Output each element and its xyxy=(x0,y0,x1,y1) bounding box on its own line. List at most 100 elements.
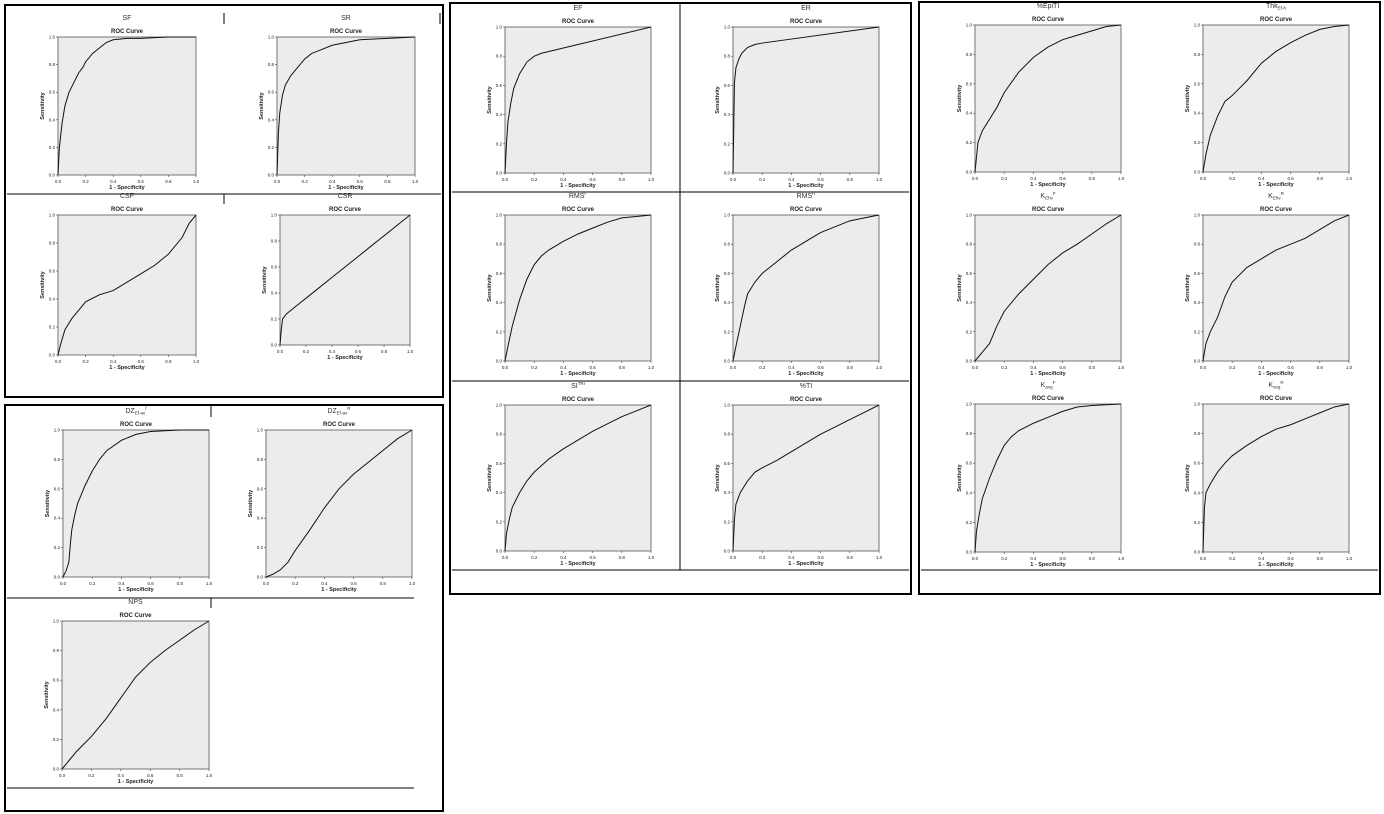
y-tick-label: 0.2 xyxy=(1194,520,1201,525)
y-tick-label: 0.2 xyxy=(1194,140,1201,145)
x-tick-label: 0.2 xyxy=(88,773,95,778)
y-tick-label: 0.0 xyxy=(49,173,56,178)
y-tick-label: 1.0 xyxy=(724,403,731,408)
x-axis-label: 1 - Specificity xyxy=(321,587,357,593)
roc-curve xyxy=(61,620,210,770)
x-axis-label: 1 - Specificity xyxy=(560,183,596,189)
x-axis-label: 1 - Specificity xyxy=(118,779,154,785)
y-axis-label: Sensitivity xyxy=(40,270,46,298)
x-axis-label: 1 - Specificity xyxy=(327,355,363,361)
y-tick-label: 0.0 xyxy=(966,359,973,364)
x-tick-label: 0.6 xyxy=(138,359,145,364)
y-tick-label: 0.0 xyxy=(53,767,60,772)
x-tick-label: 0.4 xyxy=(1258,176,1265,181)
y-tick-label: 0.0 xyxy=(724,359,731,364)
x-axis-label: 1 - Specificity xyxy=(1258,371,1294,377)
y-tick-label: 0.6 xyxy=(724,271,731,276)
y-tick-label: 0.6 xyxy=(724,83,731,88)
x-tick-label: 0.0 xyxy=(1200,556,1207,561)
y-tick-label: 0.8 xyxy=(966,431,973,436)
panel-header: KEhvF xyxy=(1040,191,1055,201)
chart-title: ROC Curve xyxy=(1032,396,1065,402)
x-tick-label: 0.4 xyxy=(118,773,125,778)
y-tick-label: 0.0 xyxy=(724,171,731,176)
y-tick-label: 0.8 xyxy=(268,62,275,67)
y-tick-label: 0.6 xyxy=(268,90,275,95)
y-tick-label: 0.2 xyxy=(496,329,503,334)
y-tick-label: 0.8 xyxy=(1194,431,1201,436)
x-tick-label: 0.4 xyxy=(1030,556,1037,561)
x-tick-label: 0.4 xyxy=(560,555,567,560)
x-tick-label: 0.2 xyxy=(82,359,89,364)
x-tick-label: 0.2 xyxy=(1001,556,1008,561)
panel-header: %EpiTI xyxy=(1037,3,1060,10)
roc-curve xyxy=(504,26,652,174)
plot-area xyxy=(265,429,413,578)
chart-title: ROC Curve xyxy=(1032,17,1065,23)
y-tick-label: 0.8 xyxy=(496,54,503,59)
y-tick-label: 0.0 xyxy=(496,171,503,176)
roc-curve xyxy=(265,429,413,578)
y-tick-label: 0.4 xyxy=(724,490,731,495)
roc-panel-rmsr: RMSR ROC Curve 0.0 0.2 0.4 0.6 0.8 1.0 0.0 0.2 0.4… xyxy=(715,191,883,377)
x-tick-label: 0.4 xyxy=(788,177,795,182)
x-tick-label: 0.4 xyxy=(1030,365,1037,370)
y-tick-label: 0.0 xyxy=(1194,550,1201,555)
x-tick-label: 0.8 xyxy=(165,359,172,364)
y-tick-label: 0.8 xyxy=(49,241,56,246)
roc-curve xyxy=(279,214,411,346)
x-tick-label: 0.0 xyxy=(972,176,979,181)
y-tick-label: 0.0 xyxy=(268,173,275,178)
y-tick-label: 0.8 xyxy=(54,457,61,462)
x-tick-label: 0.4 xyxy=(1030,176,1037,181)
x-tick-label: 0.2 xyxy=(1229,556,1236,561)
y-tick-label: 0.4 xyxy=(1194,111,1201,116)
y-tick-label: 0.8 xyxy=(966,242,973,247)
plot-area xyxy=(732,404,880,552)
group-box-right xyxy=(918,1,1381,595)
y-tick-label: 0.6 xyxy=(1194,461,1201,466)
y-tick-label: 1.0 xyxy=(54,428,61,433)
x-axis-label: 1 - Specificity xyxy=(109,185,145,191)
y-tick-label: 0.6 xyxy=(271,265,278,270)
y-tick-label: 0.4 xyxy=(1194,300,1201,305)
y-tick-label: 0.8 xyxy=(53,648,60,653)
y-tick-label: 0.4 xyxy=(49,297,56,302)
y-tick-label: 0.6 xyxy=(257,486,264,491)
chart-title: ROC Curve xyxy=(790,19,823,25)
y-tick-label: 0.0 xyxy=(271,343,278,348)
y-tick-label: 0.4 xyxy=(496,300,503,305)
y-tick-label: 1.0 xyxy=(271,213,278,218)
group-box-left-bottom xyxy=(4,404,444,812)
x-tick-label: 0.6 xyxy=(589,365,596,370)
x-tick-label: 0.4 xyxy=(788,555,795,560)
x-tick-label: 0.8 xyxy=(1317,176,1324,181)
x-tick-label: 0.8 xyxy=(176,773,183,778)
x-tick-label: 0.8 xyxy=(1317,556,1324,561)
y-tick-label: 0.6 xyxy=(966,271,973,276)
x-tick-label: 0.0 xyxy=(60,581,67,586)
y-axis-label: Sensitivity xyxy=(259,91,265,119)
y-tick-label: 1.0 xyxy=(268,35,275,40)
x-tick-label: 0.6 xyxy=(357,179,364,184)
y-tick-label: 0.4 xyxy=(1194,490,1201,495)
y-tick-label: 0.4 xyxy=(724,112,731,117)
x-tick-label: 0.0 xyxy=(1200,365,1207,370)
y-tick-label: 0.0 xyxy=(724,549,731,554)
y-axis-label: Sensitivity xyxy=(248,489,254,517)
x-tick-label: 0.2 xyxy=(759,177,766,182)
y-tick-label: 0.4 xyxy=(496,490,503,495)
y-tick-label: 0.4 xyxy=(966,111,973,116)
plot-area xyxy=(62,429,210,578)
roc-panel-kehvr: KEhvR ROC Curve 0.0 0.2 0.4 0.6 0.8 1.0 0.0 0.2 0.… xyxy=(1185,191,1353,377)
y-axis-label: Sensitivity xyxy=(45,489,51,517)
x-tick-label: 0.0 xyxy=(502,555,509,560)
x-tick-label: 0.6 xyxy=(350,581,357,586)
x-tick-label: 0.6 xyxy=(138,179,145,184)
x-tick-label: 0.2 xyxy=(301,179,308,184)
x-tick-label: 0.6 xyxy=(1287,556,1294,561)
x-tick-label: 0.0 xyxy=(502,365,509,370)
x-tick-label: 0.2 xyxy=(82,179,89,184)
y-tick-label: 0.6 xyxy=(1194,81,1201,86)
y-tick-label: 1.0 xyxy=(53,619,60,624)
